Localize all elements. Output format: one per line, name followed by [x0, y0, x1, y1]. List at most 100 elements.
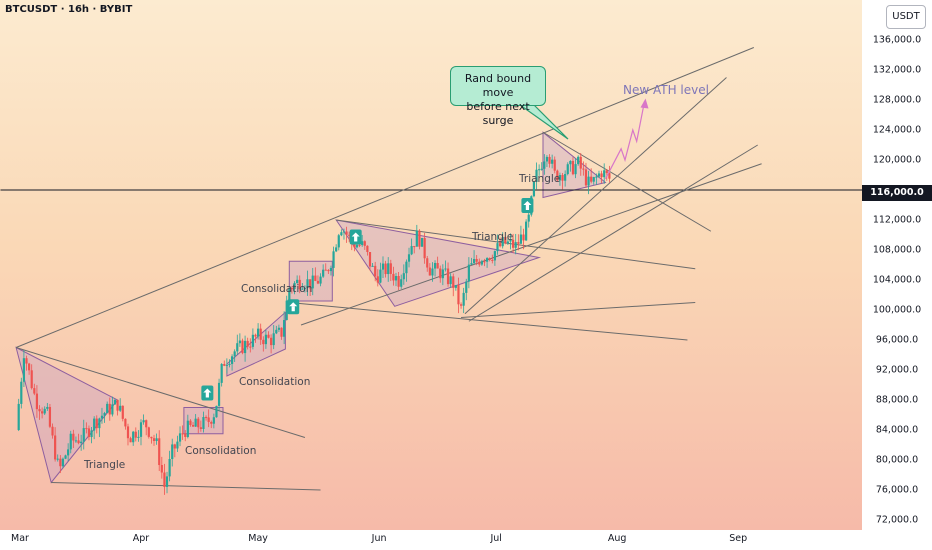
time-axis[interactable]	[0, 530, 932, 550]
candle	[459, 302, 463, 309]
candle	[535, 162, 538, 190]
candle-body	[290, 288, 294, 290]
candle-body	[124, 418, 127, 427]
candle-body	[158, 438, 161, 466]
candle	[28, 362, 31, 375]
candle-body	[262, 339, 265, 345]
candle	[592, 176, 595, 185]
candle-body	[296, 279, 299, 284]
candle-body	[332, 251, 335, 268]
support-line-3	[468, 144, 758, 322]
candle	[46, 402, 49, 411]
candle-body	[306, 279, 309, 289]
candle	[517, 234, 520, 251]
candle	[548, 154, 551, 168]
pattern-label-triangle-1: Triangle	[84, 459, 126, 471]
callout-line-1: Rand bound move	[464, 72, 532, 99]
candle-body	[532, 181, 536, 197]
candle	[80, 434, 83, 451]
candle-body	[72, 433, 75, 441]
candle	[506, 235, 510, 245]
candle	[342, 228, 346, 240]
candle	[106, 401, 109, 414]
candle-body	[173, 444, 176, 449]
candle	[20, 377, 23, 409]
candle	[595, 173, 598, 185]
pattern-label-consolidation-1: Consolidation	[185, 445, 257, 457]
candle-body	[87, 428, 91, 438]
candle-body	[228, 364, 231, 366]
candle	[64, 454, 67, 460]
candle-body	[301, 288, 304, 290]
candle-body	[592, 177, 595, 182]
candle-body	[345, 231, 348, 235]
candle	[340, 229, 343, 237]
breakout-arrow-icon	[287, 299, 300, 315]
candle	[43, 406, 46, 415]
time-tick-sep: Sep	[729, 533, 748, 544]
candle	[462, 287, 465, 314]
candle-body	[283, 320, 286, 337]
candle	[540, 162, 543, 171]
candle	[428, 263, 431, 276]
candle-body	[491, 259, 494, 261]
candle-body	[93, 418, 96, 431]
candle	[478, 258, 481, 267]
candle	[303, 285, 307, 293]
candle-body	[462, 292, 465, 306]
candle-body	[470, 263, 473, 265]
candle-body	[608, 173, 611, 179]
candle-body	[431, 268, 434, 276]
candle-body	[553, 159, 556, 171]
price-axis[interactable]	[862, 0, 932, 550]
currency-button[interactable]: USDT	[886, 5, 926, 29]
time-tick-apr: Apr	[132, 533, 150, 544]
candle	[207, 409, 210, 428]
candle-body	[80, 441, 83, 444]
candle-body	[33, 388, 36, 394]
projection-arrowhead	[640, 98, 649, 109]
candle	[439, 265, 442, 283]
candle	[384, 260, 387, 278]
candle	[402, 264, 405, 285]
candle	[230, 354, 234, 371]
candle-body	[579, 156, 582, 169]
candle-body	[504, 236, 507, 244]
candle	[329, 265, 333, 276]
candle-body	[556, 170, 559, 181]
candle	[600, 170, 603, 183]
candle-body	[535, 169, 538, 182]
candle	[608, 165, 611, 183]
candle	[171, 438, 174, 467]
candle	[522, 228, 525, 250]
candle-body	[168, 459, 171, 477]
candle-body	[467, 264, 470, 282]
candle-body	[459, 304, 463, 306]
ath-label: New ATH level	[623, 83, 709, 97]
candle-body	[605, 170, 608, 174]
candle	[119, 398, 122, 412]
candle	[470, 257, 473, 266]
candle	[332, 246, 335, 277]
candle-body	[397, 276, 400, 287]
candle-body	[43, 408, 46, 414]
candle-body	[298, 279, 301, 290]
candle	[204, 415, 208, 421]
candle	[139, 419, 143, 446]
candle-body	[413, 246, 416, 248]
candle	[433, 260, 437, 277]
candle-body	[322, 269, 325, 277]
callout-line-2: before next surge	[466, 100, 530, 127]
candle	[525, 219, 528, 241]
candle	[327, 269, 330, 275]
candle-body	[392, 273, 395, 281]
candle	[483, 258, 486, 267]
candle	[590, 168, 593, 184]
candle	[264, 329, 268, 349]
candle-body	[420, 238, 424, 247]
candle	[176, 435, 179, 453]
pattern-label-triangle-3: Triangle	[519, 173, 561, 185]
candle-body	[139, 422, 143, 437]
